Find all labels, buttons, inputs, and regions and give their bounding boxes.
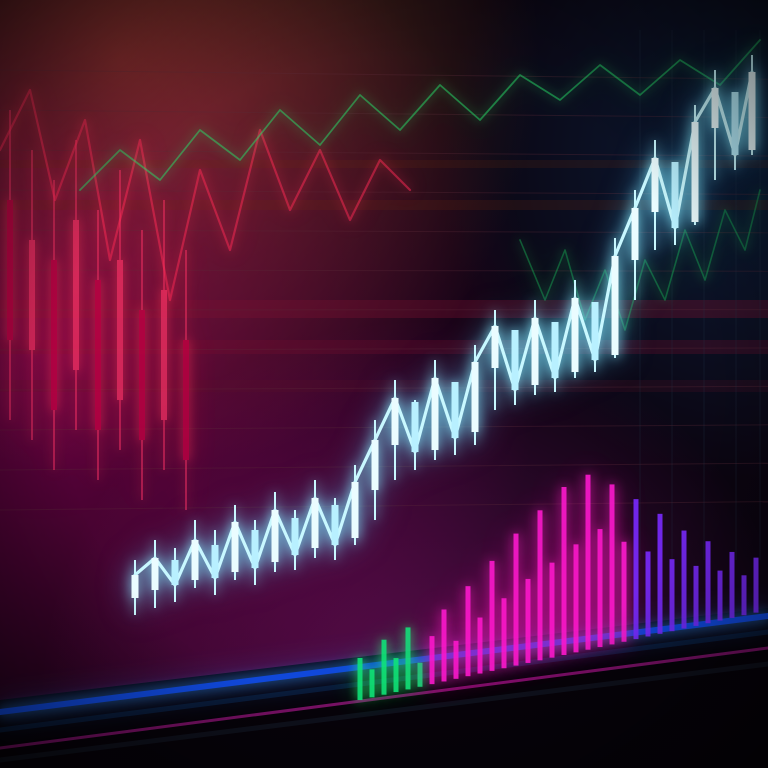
chart-svg xyxy=(0,0,768,768)
chart-stage xyxy=(0,0,768,768)
vignette xyxy=(0,0,768,768)
